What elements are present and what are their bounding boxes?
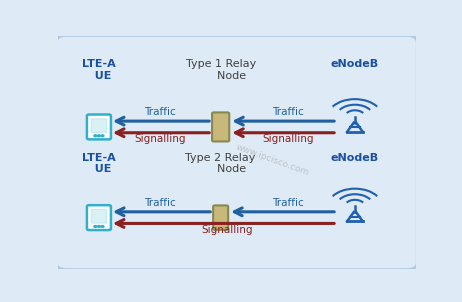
Text: Traffic: Traffic bbox=[144, 198, 176, 207]
FancyBboxPatch shape bbox=[87, 114, 111, 139]
Text: LTE-A
  UE: LTE-A UE bbox=[82, 59, 116, 81]
FancyBboxPatch shape bbox=[87, 205, 111, 230]
Text: Traffic: Traffic bbox=[272, 198, 304, 207]
Text: Type 1 Relay
      Node: Type 1 Relay Node bbox=[186, 59, 256, 81]
Text: eNodeB: eNodeB bbox=[331, 59, 379, 69]
Text: eNodeB: eNodeB bbox=[331, 153, 379, 162]
Circle shape bbox=[101, 226, 104, 227]
Circle shape bbox=[94, 135, 97, 137]
Text: www.ipcisco.com: www.ipcisco.com bbox=[235, 142, 310, 177]
Text: Type 2 Relay
      Node: Type 2 Relay Node bbox=[185, 153, 256, 174]
Circle shape bbox=[101, 135, 104, 137]
Circle shape bbox=[97, 135, 100, 137]
Text: Signalling: Signalling bbox=[262, 134, 314, 144]
Circle shape bbox=[97, 226, 100, 227]
FancyBboxPatch shape bbox=[91, 209, 107, 223]
FancyBboxPatch shape bbox=[213, 205, 228, 230]
FancyBboxPatch shape bbox=[91, 119, 107, 133]
Text: LTE-A
  UE: LTE-A UE bbox=[82, 153, 116, 174]
Text: Signalling: Signalling bbox=[134, 134, 186, 144]
Text: Traffic: Traffic bbox=[144, 107, 176, 117]
Text: Traffic: Traffic bbox=[272, 107, 304, 117]
FancyBboxPatch shape bbox=[56, 35, 418, 270]
Circle shape bbox=[94, 226, 97, 227]
Text: Signalling: Signalling bbox=[201, 225, 253, 235]
FancyBboxPatch shape bbox=[212, 112, 229, 141]
